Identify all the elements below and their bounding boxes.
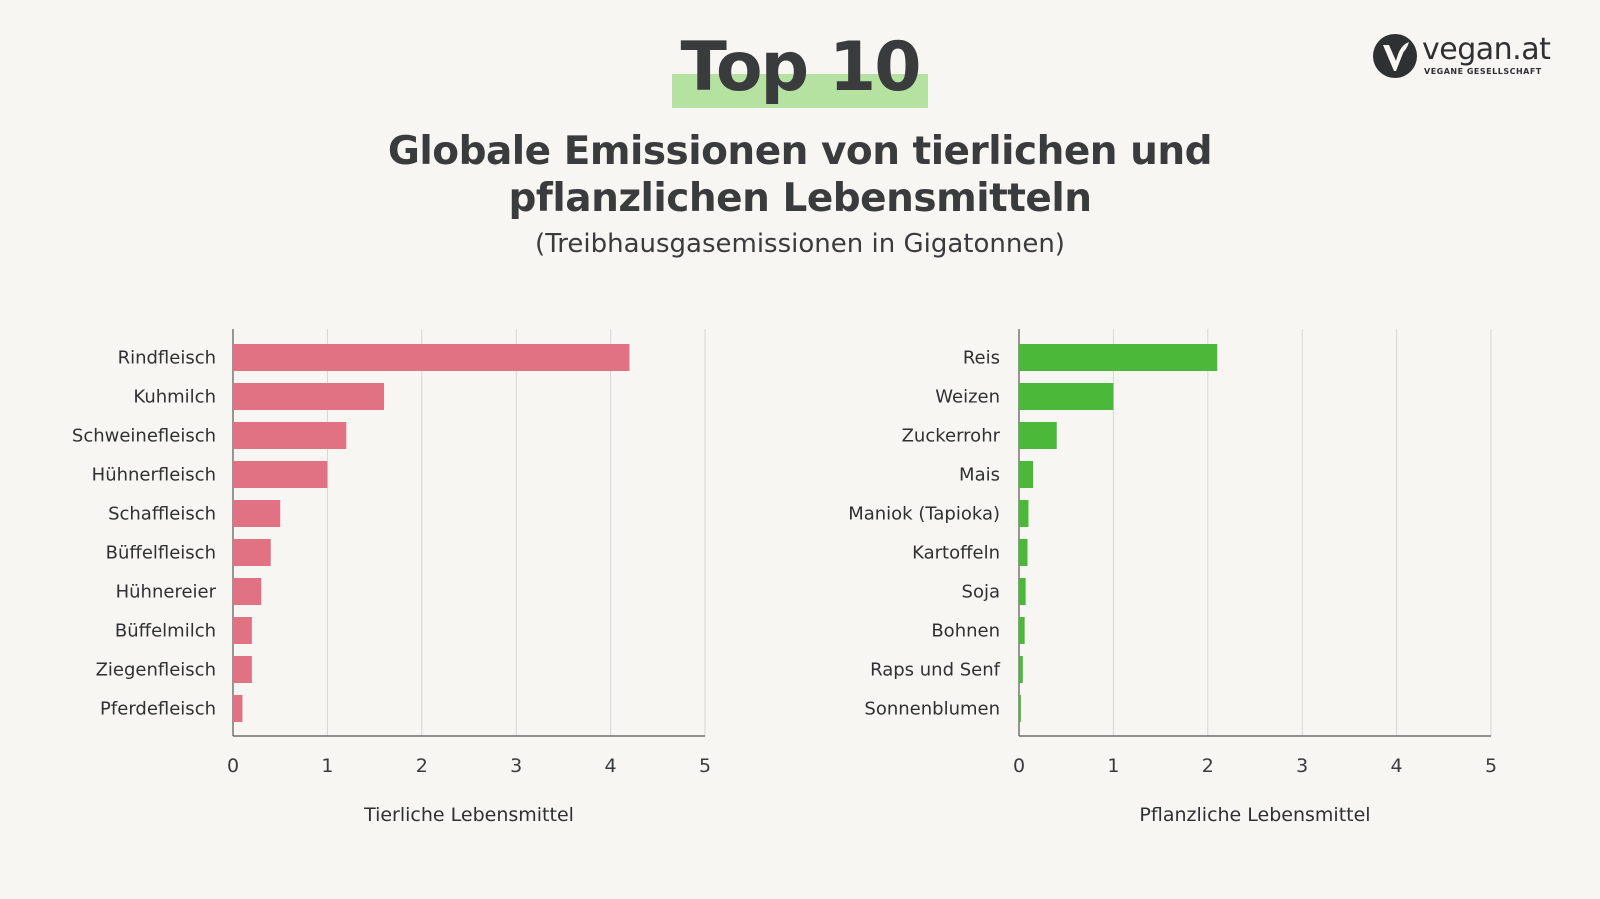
x-tick-label: 0 (1013, 755, 1025, 777)
x-tick-label: 4 (1391, 755, 1403, 777)
bar (1019, 461, 1034, 488)
bar (1019, 617, 1025, 644)
chart-heading: Globale Emissionen von tierlichen und pf… (0, 128, 1600, 222)
category-label: Sonnenblumen (864, 699, 1000, 720)
category-label: Bohnen (931, 621, 1000, 642)
bar (233, 500, 281, 527)
bar (1019, 500, 1029, 527)
logo-tagline: VEGANE GESELLSCHAFT (1424, 67, 1542, 76)
bar (233, 617, 252, 644)
category-label: Rindfleisch (118, 348, 216, 369)
animal-chart: Rindfleisch Kuhmilch Schweinefleisch Hühner… (72, 329, 711, 826)
logo-name: vegan.at (1422, 32, 1551, 67)
bar (233, 422, 347, 449)
category-label: Kuhmilch (133, 387, 216, 408)
bar (233, 539, 271, 566)
bar (233, 656, 252, 683)
bar (1019, 344, 1218, 371)
category-label: Reis (963, 348, 1000, 369)
x-tick-label: 4 (605, 755, 617, 777)
category-label: Büffelmilch (115, 621, 216, 642)
plant-chart: Reis Weizen Zuckerrohr Mais Maniok (Tapioka)… (848, 329, 1497, 826)
category-label: Hühnereier (116, 582, 217, 603)
x-tick-label: 3 (510, 755, 522, 777)
category-label: Pferdefleisch (100, 699, 216, 720)
bar (233, 695, 243, 722)
category-label: Soja (962, 582, 1000, 603)
x-tick-label: 2 (1202, 755, 1214, 777)
bar (233, 344, 630, 371)
x-axis-title: Pflanzliche Lebensmittel (1139, 804, 1370, 826)
bar (1019, 383, 1114, 410)
bar (1019, 656, 1023, 683)
x-tick-label: 1 (321, 755, 333, 777)
heading-line-1: Globale Emissionen von tierlichen und (387, 129, 1213, 174)
category-label: Schweinefleisch (72, 426, 216, 447)
category-label: Mais (959, 465, 1000, 486)
category-label: Maniok (Tapioka) (848, 504, 1000, 525)
bar (1019, 578, 1026, 605)
vegan-v-leaf-icon (1373, 34, 1417, 78)
x-tick-label: 3 (1296, 755, 1308, 777)
x-tick-label: 5 (699, 755, 711, 777)
x-axis-title: Tierliche Lebensmittel (363, 804, 574, 826)
x-tick-label: 5 (1485, 755, 1497, 777)
chart-subheading: (Treibhausgasemissionen in Gigatonnen) (535, 229, 1065, 259)
category-label: Büffelfleisch (106, 543, 216, 564)
title-block: Top 10 (0, 34, 1600, 108)
category-label: Schaffleisch (108, 504, 216, 525)
heading-line-2: pflanzlichen Lebensmitteln (508, 176, 1092, 221)
bar (233, 383, 385, 410)
bar (1019, 539, 1028, 566)
category-label: Hühnerfleisch (92, 465, 216, 486)
top-title: Top 10 (672, 34, 928, 108)
bar (1019, 695, 1021, 722)
x-tick-label: 0 (227, 755, 239, 777)
category-label: Weizen (935, 387, 1000, 408)
bar (233, 578, 262, 605)
x-tick-label: 1 (1107, 755, 1119, 777)
vegan-at-logo: vegan.at VEGANE GESELLSCHAFT (1372, 33, 1552, 83)
bar (233, 461, 328, 488)
x-tick-label: 2 (416, 755, 428, 777)
bar (1019, 422, 1057, 449)
category-label: Ziegenfleisch (96, 660, 216, 681)
category-label: Raps und Senf (870, 660, 1001, 681)
category-label: Zuckerrohr (902, 426, 1001, 447)
category-label: Kartoffeln (912, 543, 1000, 564)
